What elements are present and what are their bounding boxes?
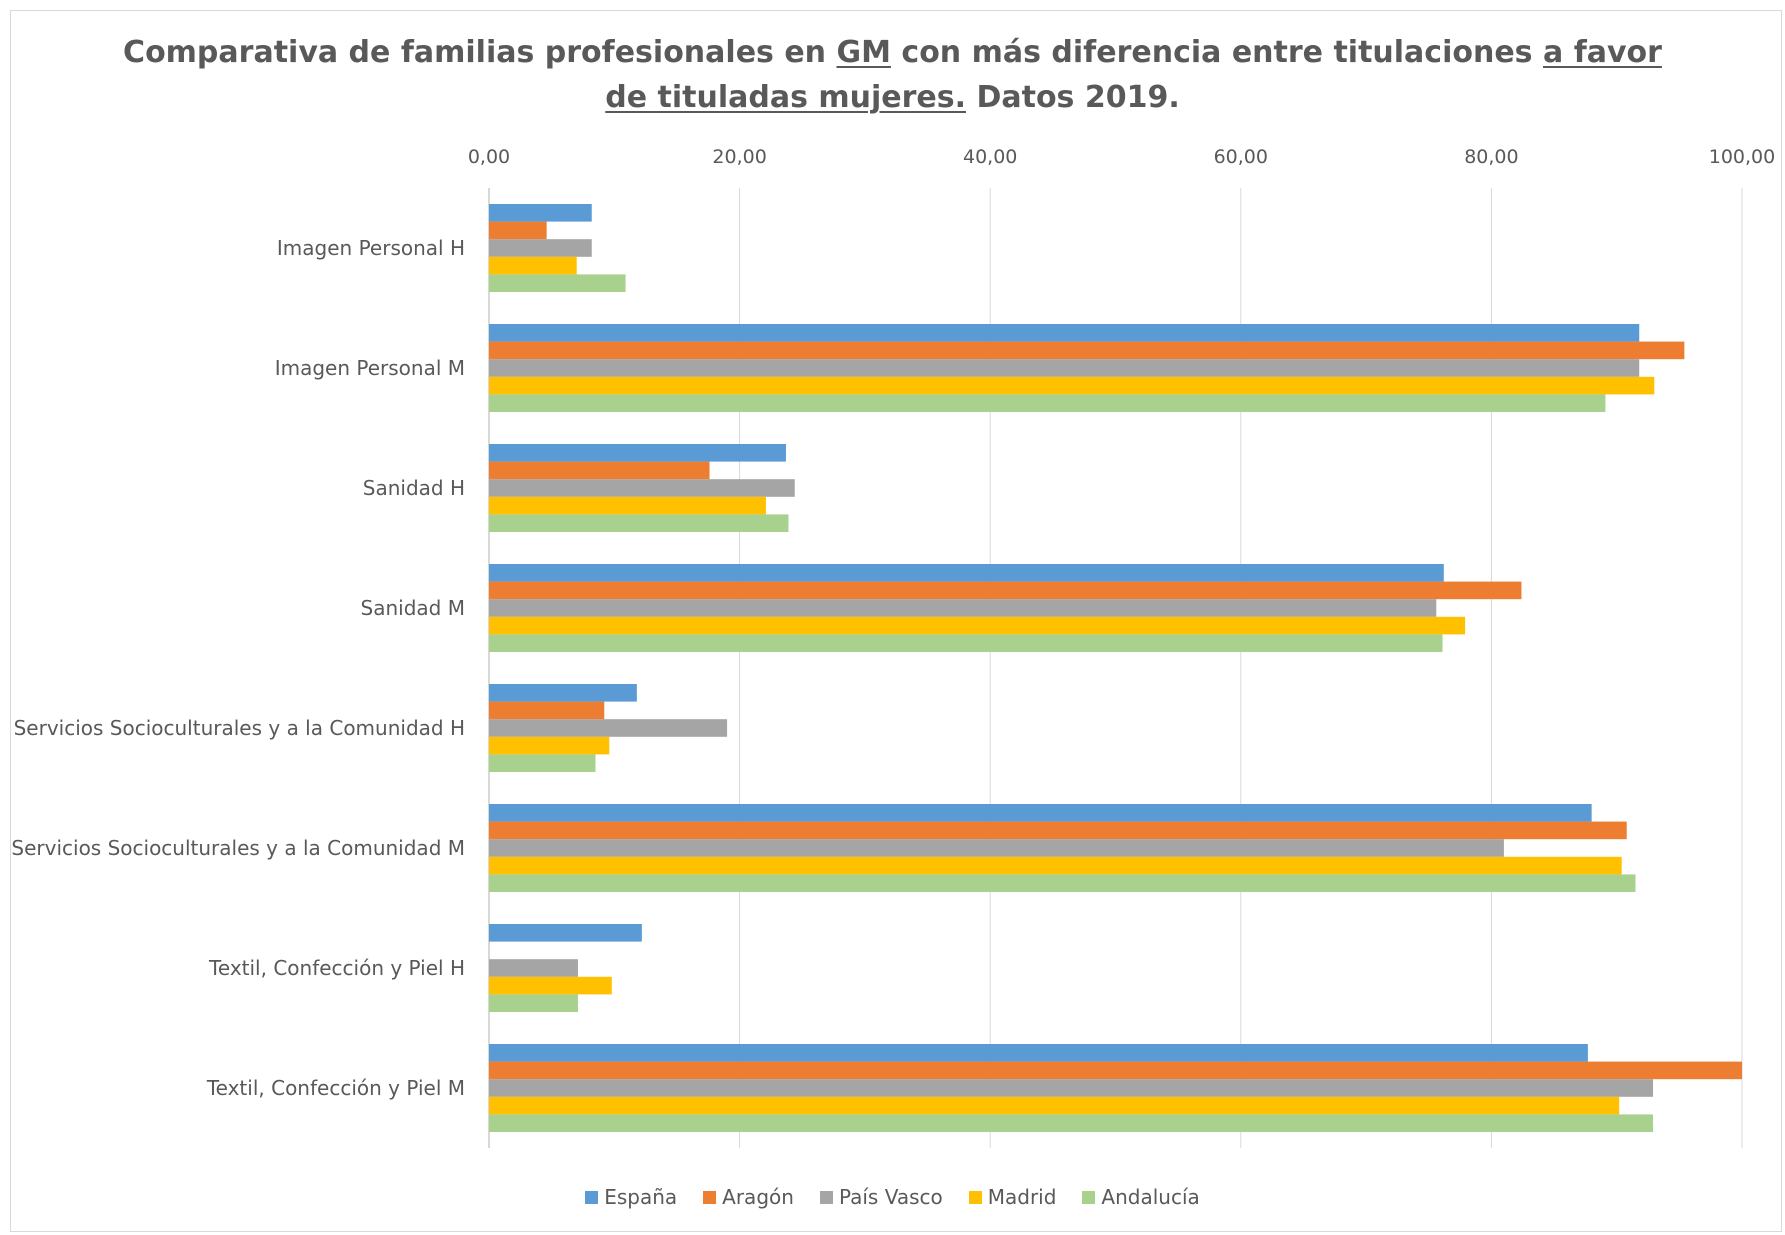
- bar: [489, 359, 1640, 377]
- bar: [489, 719, 728, 737]
- legend-item: País Vasco: [819, 1185, 943, 1209]
- bar: [489, 204, 592, 222]
- chart-title-segment: de tituladas mujeres.: [605, 80, 967, 115]
- bar: [489, 221, 547, 240]
- legend-swatch: [1082, 1190, 1096, 1204]
- bar: [489, 376, 1655, 395]
- bar: [489, 1044, 1588, 1062]
- category-label: Textil, Confección y Piel M: [206, 1076, 465, 1100]
- bar: [489, 874, 1636, 892]
- chart-title-line: de tituladas mujeres. Datos 2019.: [0, 75, 1785, 120]
- bar: [489, 976, 612, 995]
- x-tick-label: 40,00: [963, 146, 1017, 168]
- legend-swatch: [703, 1190, 717, 1204]
- category-label: Sanidad H: [363, 476, 465, 500]
- bar: [489, 564, 1444, 582]
- bar: [489, 479, 795, 497]
- bar: [489, 924, 642, 942]
- bar: [489, 324, 1640, 342]
- bar: [489, 1114, 1654, 1132]
- chart-title-line: Comparativa de familias profesionales en…: [0, 30, 1785, 75]
- bar: [489, 581, 1522, 600]
- x-tick-label: 80,00: [1464, 146, 1518, 168]
- bar: [489, 239, 592, 257]
- bar: [489, 461, 710, 480]
- bar: [489, 856, 1622, 875]
- bar: [489, 839, 1504, 857]
- bar: [489, 684, 637, 702]
- category-label: Imagen Personal H: [277, 236, 465, 260]
- legend-label: Madrid: [987, 1185, 1057, 1209]
- bar: [489, 444, 786, 462]
- bar: [489, 394, 1606, 412]
- legend-label: País Vasco: [838, 1185, 943, 1209]
- x-tick-label: 20,00: [712, 146, 766, 168]
- bar: [489, 274, 626, 292]
- bar: [489, 514, 789, 532]
- category-label: Servicios Socioculturales y a la Comunid…: [14, 716, 465, 740]
- x-tick-label: 100,00: [1709, 146, 1775, 168]
- legend-swatch: [968, 1190, 982, 1204]
- legend-swatch: [585, 1190, 599, 1204]
- legend-label: Andalucía: [1101, 1185, 1200, 1209]
- bar: [489, 496, 766, 515]
- bar: [489, 1079, 1654, 1097]
- legend-item: España: [585, 1185, 677, 1209]
- x-tick-label: 60,00: [1214, 146, 1268, 168]
- bar: [489, 994, 578, 1012]
- legend-item: Aragón: [703, 1185, 794, 1209]
- bar: [489, 599, 1437, 617]
- bar: [489, 256, 577, 275]
- category-label: Servicios Socioculturales y a la Comunid…: [11, 836, 465, 860]
- chart-title-segment: a favor: [1543, 35, 1662, 70]
- category-label: Textil, Confección y Piel H: [208, 956, 465, 980]
- bar: [489, 701, 605, 720]
- bar: [489, 959, 578, 977]
- chart-title-segment: GM: [836, 35, 891, 70]
- legend-item: Andalucía: [1082, 1185, 1200, 1209]
- bar: [489, 634, 1443, 652]
- chart-title-segment: con más diferencia entre titulaciones: [890, 35, 1543, 70]
- legend-swatch: [819, 1190, 833, 1204]
- legend-label: España: [604, 1185, 678, 1209]
- chart-legend: España Aragón País Vasco Madrid Andalucía: [0, 1185, 1785, 1209]
- bar: [489, 1061, 1742, 1080]
- bar: [489, 821, 1627, 840]
- bar: [489, 616, 1466, 635]
- category-label: Imagen Personal M: [275, 356, 465, 380]
- legend-item: Madrid: [968, 1185, 1057, 1209]
- x-tick-label: 0,00: [468, 146, 510, 168]
- bar: [489, 736, 610, 755]
- bar: [489, 1096, 1620, 1115]
- legend-label: Aragón: [722, 1185, 794, 1209]
- chart-title-segment: Datos 2019.: [966, 80, 1180, 115]
- chart-title: Comparativa de familias profesionales en…: [0, 30, 1785, 120]
- bar: [489, 341, 1685, 360]
- chart-title-segment: Comparativa de familias profesionales en: [123, 35, 837, 70]
- bar: [489, 754, 596, 772]
- bar: [489, 804, 1592, 822]
- category-label: Sanidad M: [361, 596, 465, 620]
